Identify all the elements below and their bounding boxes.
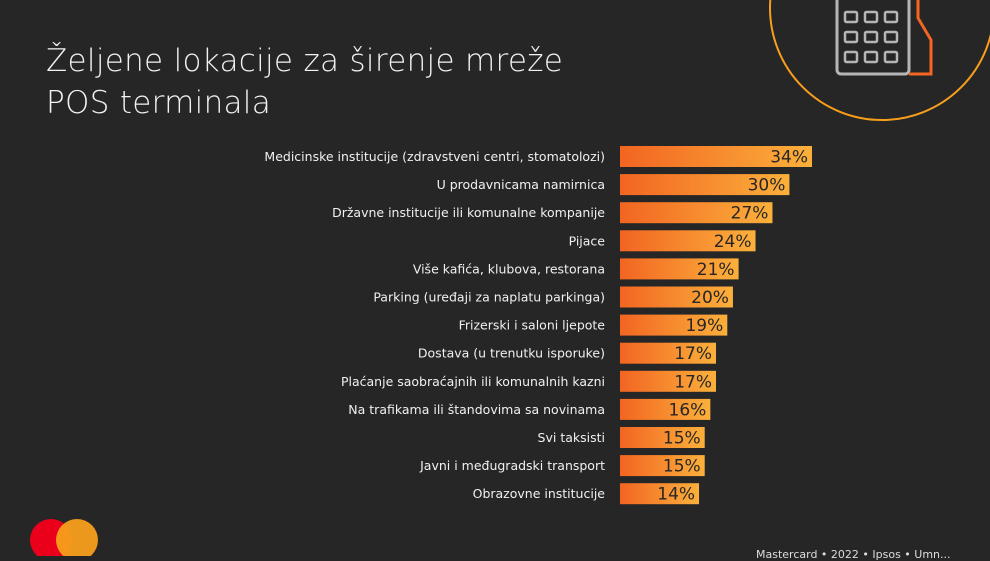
value-label-7: 19% bbox=[685, 316, 723, 336]
bar-2 bbox=[620, 174, 790, 196]
category-label-8: Dostava (u trenutku isporuke) bbox=[418, 346, 605, 361]
category-label-1: Medicinske institucije (zdravstveni cent… bbox=[264, 149, 605, 164]
value-label-1: 34% bbox=[770, 148, 808, 168]
category-label-4: Pijace bbox=[569, 233, 606, 248]
value-label-13: 14% bbox=[657, 485, 695, 505]
bar-6 bbox=[620, 286, 733, 308]
category-label-2: U prodavnicama namirnica bbox=[437, 177, 605, 192]
bar-7 bbox=[620, 314, 728, 336]
chart-title-line-2: POS terminala bbox=[46, 85, 272, 121]
bar-3 bbox=[620, 202, 773, 224]
chart-title: Željene lokacije za širenje mreže POS te… bbox=[46, 40, 606, 124]
category-label-11: Svi taksisti bbox=[538, 430, 605, 445]
category-label-12: Javni i međugradski transport bbox=[419, 458, 605, 473]
value-label-2: 30% bbox=[748, 176, 786, 196]
bar-12 bbox=[620, 455, 705, 477]
accent-circle bbox=[769, 0, 990, 121]
chart-title-line-1: Željene lokacije za širenje mreže bbox=[46, 43, 564, 79]
value-label-12: 15% bbox=[663, 457, 701, 477]
bar-11 bbox=[620, 427, 705, 448]
value-label-3: 27% bbox=[731, 204, 769, 224]
bar-8 bbox=[620, 342, 716, 364]
category-label-13: Obrazovne institucije bbox=[473, 486, 606, 501]
bar-4 bbox=[620, 230, 756, 252]
value-label-5: 21% bbox=[697, 260, 735, 280]
bar-5 bbox=[620, 258, 739, 280]
brand-logo-icon bbox=[30, 519, 98, 556]
category-label-5: Više kafića, klubova, restorana bbox=[413, 261, 605, 276]
value-label-6: 20% bbox=[691, 288, 729, 308]
value-label-9: 17% bbox=[674, 372, 712, 392]
value-label-4: 24% bbox=[714, 232, 752, 252]
category-label-10: Na trafikama ili štandovima sa novinama bbox=[348, 402, 605, 417]
bar-10 bbox=[620, 398, 711, 420]
bar-13 bbox=[620, 483, 700, 505]
value-label-8: 17% bbox=[674, 344, 712, 364]
pos-terminal-icon bbox=[835, 0, 933, 76]
category-label-3: Državne institucije ili komunalne kompan… bbox=[332, 205, 605, 220]
category-label-7: Frizerski i saloni ljepote bbox=[459, 318, 606, 333]
category-label-9: Plaćanje saobraćajnih ili komunalnih kaz… bbox=[341, 374, 605, 389]
bar-9 bbox=[620, 370, 716, 392]
bar-1 bbox=[620, 146, 812, 167]
footer-note: Mastercard • 2022 • Ipsos • Umn... bbox=[756, 548, 951, 561]
value-label-10: 16% bbox=[669, 400, 707, 420]
value-label-11: 15% bbox=[663, 429, 701, 449]
category-label-6: Parking (uređaji za naplatu parkinga) bbox=[373, 290, 605, 305]
